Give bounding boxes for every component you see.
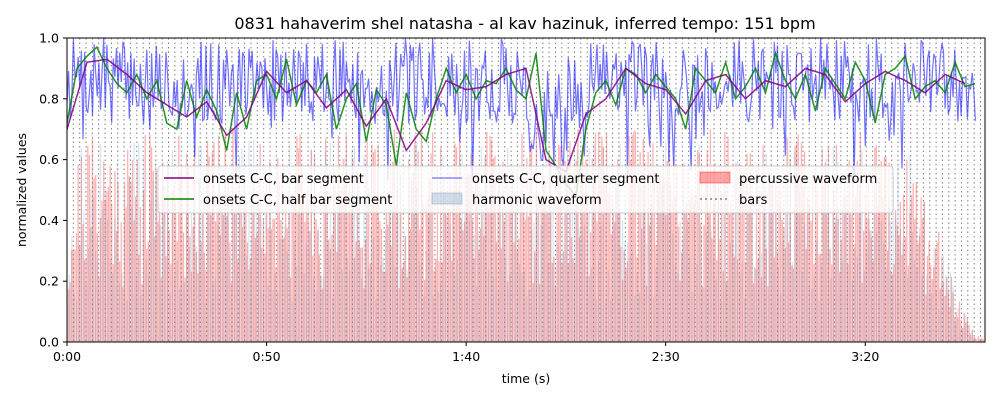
y-tick-label: 0.6	[39, 152, 59, 167]
x-tick-label: 3:20	[851, 349, 879, 364]
legend: onsets C-C, bar segment onsets C-C, half…	[157, 165, 894, 214]
legend-label-harmonic: harmonic waveform	[472, 193, 602, 208]
y-tick-label: 0.4	[39, 213, 59, 228]
y-axis: 0.0 0.2 0.4 0.6 0.8 1.0	[39, 31, 67, 350]
x-axis-label: time (s)	[502, 371, 550, 386]
y-tick-label: 0.2	[39, 274, 59, 289]
x-tick-label: 0:50	[253, 349, 281, 364]
x-tick-label: 0:00	[53, 349, 81, 364]
legend-swatch-percussive	[699, 171, 731, 184]
y-tick-label: 1.0	[39, 31, 59, 46]
legend-label-percussive: percussive waveform	[739, 172, 877, 187]
legend-label-half: onsets C-C, half bar segment	[203, 193, 392, 208]
y-tick-label: 0.8	[39, 91, 59, 106]
y-axis-label: normalized values	[14, 133, 29, 247]
legend-box	[157, 165, 894, 214]
percussive-waveform	[67, 129, 985, 342]
x-tick-label: 1:40	[452, 349, 480, 364]
chart-title: 0831 hahaverim shel natasha - al kav haz…	[234, 14, 815, 33]
x-axis: 0:00 0:50 1:40 2:30 3:20	[53, 342, 879, 364]
y-tick-label: 0.0	[39, 335, 59, 350]
plot-frame	[66, 37, 986, 343]
series-line-quarter	[67, 38, 976, 184]
legend-swatch-harmonic	[431, 192, 463, 205]
series-line-half	[67, 45, 976, 198]
legend-label-bar: onsets C-C, bar segment	[203, 172, 364, 187]
legend-label-quarter: onsets C-C, quarter segment	[472, 172, 659, 187]
x-tick-label: 2:30	[652, 349, 680, 364]
series-line-bar	[67, 58, 966, 173]
legend-label-bars: bars	[739, 193, 768, 208]
